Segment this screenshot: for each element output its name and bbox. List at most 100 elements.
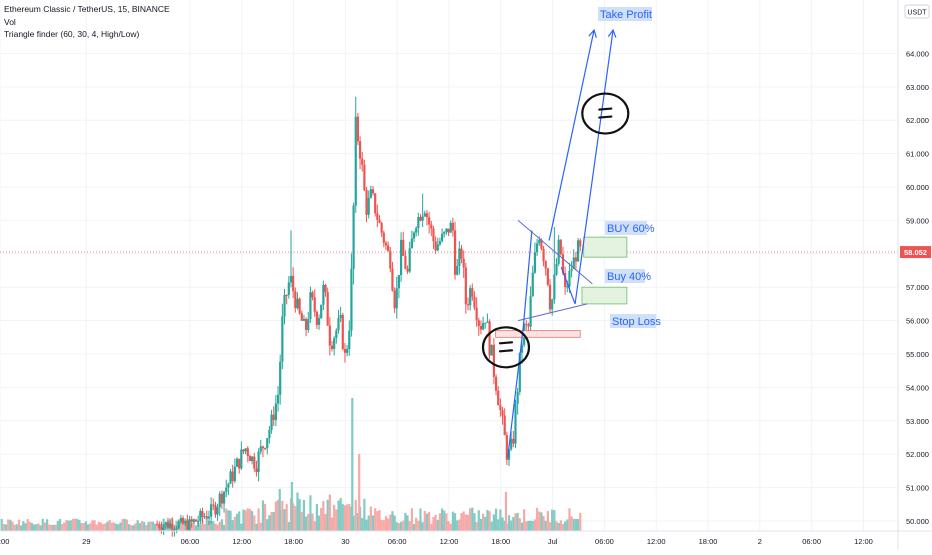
volume-bar [22, 521, 25, 531]
volume-bar [67, 520, 70, 531]
volume-bar [212, 521, 215, 531]
volume-bar [145, 525, 148, 531]
volume-bar [149, 521, 152, 531]
volume-bar [45, 519, 49, 531]
volume-bar [475, 522, 478, 531]
volume-bar [136, 520, 139, 531]
volume-bar [538, 511, 541, 531]
volume-bar [69, 520, 72, 531]
candle-body [490, 344, 493, 356]
currency-button[interactable] [904, 4, 930, 19]
volume-bar [341, 504, 344, 531]
time-tick-label: 12:00 [854, 537, 873, 546]
buy-40-zone [581, 286, 628, 305]
candle-body [447, 228, 450, 233]
candle-body [287, 282, 290, 296]
candle-body [430, 224, 433, 229]
candle-body [469, 288, 472, 306]
volume-bar [546, 511, 549, 531]
volume-bar [74, 518, 77, 531]
buy-40-label[interactable]: Buy 40% [607, 271, 651, 283]
volume-bar [460, 513, 463, 531]
candle-body [475, 307, 478, 321]
volume-bar [194, 525, 198, 531]
take-profit-label[interactable]: Take Profit [600, 9, 652, 21]
candle-body [548, 284, 552, 310]
price-tick-label: 51.000 [906, 484, 929, 493]
candle-body [520, 344, 524, 353]
volume-bar [335, 509, 338, 531]
candle-body [374, 193, 377, 214]
candle-body [257, 451, 260, 472]
candle-body [352, 205, 355, 269]
time-tick-label: 12:00 [440, 537, 459, 546]
volume-bar [76, 518, 79, 531]
volume-bar [248, 509, 252, 531]
buy-60-label[interactable]: BUY 60% [607, 223, 655, 235]
candle-body [395, 288, 398, 309]
time-tick-label: Jul [548, 537, 558, 546]
candle-body [512, 438, 515, 444]
candle-body [527, 324, 530, 327]
volume-bar [542, 515, 545, 531]
volume-bar [80, 522, 83, 531]
volume-bar [490, 521, 493, 531]
volume-bar [151, 521, 154, 531]
candle-body [238, 458, 241, 469]
volume-bar [507, 515, 511, 531]
volume-bar [574, 518, 578, 531]
candle-body [568, 271, 571, 287]
volume-bar [423, 510, 426, 531]
candle-body [326, 292, 329, 326]
candle-body [235, 458, 239, 467]
volume-bar [130, 525, 133, 531]
volume-bar [93, 520, 96, 531]
candle-body [285, 294, 288, 296]
time-tick-label: 2 [758, 537, 762, 546]
volume-bar [138, 523, 141, 531]
candle-body [358, 141, 362, 159]
candle-body [328, 325, 331, 346]
candle-body [507, 449, 511, 460]
candle-body [462, 258, 465, 268]
candle-body [438, 241, 442, 245]
candle-body [197, 520, 200, 522]
candle-body [184, 520, 187, 524]
candle-body [423, 213, 426, 217]
candle-body [210, 504, 213, 517]
volume-bar [287, 521, 290, 531]
indicator-legend[interactable]: Triangle finder (60, 30, 4, High/Low) [4, 29, 140, 39]
volume-bar [548, 522, 552, 531]
mark-stroke [498, 341, 514, 345]
volume-bar [153, 523, 157, 531]
volume-bar [417, 520, 420, 531]
candle-body [415, 228, 418, 233]
candle-body [333, 338, 336, 349]
volume-bar [488, 511, 491, 531]
volume-bar [104, 523, 107, 531]
symbol-legend[interactable]: Ethereum Classic / TetherUS, 15, BINANCE [4, 4, 170, 14]
candle-body [337, 318, 340, 331]
volume-histogram [0, 398, 582, 531]
candle-body [555, 263, 558, 275]
currency-button-label[interactable]: USDT [907, 10, 927, 17]
candle-body [315, 311, 318, 325]
volume-bar [63, 522, 66, 531]
volume-bar [199, 524, 202, 531]
price-tick-label: 63.000 [906, 83, 929, 92]
volume-bar [290, 482, 293, 531]
volume-bar [406, 515, 409, 531]
volume-bar [272, 511, 275, 531]
volume-legend[interactable]: Vol [4, 17, 16, 27]
volume-bar [333, 504, 336, 531]
volume-bar [395, 522, 398, 531]
candle-body [156, 524, 159, 526]
candle-body [533, 252, 537, 273]
candle-body [436, 244, 439, 251]
candle-body [350, 268, 353, 331]
volume-bar [242, 509, 245, 531]
stop-loss-label[interactable]: Stop Loss [612, 316, 661, 328]
